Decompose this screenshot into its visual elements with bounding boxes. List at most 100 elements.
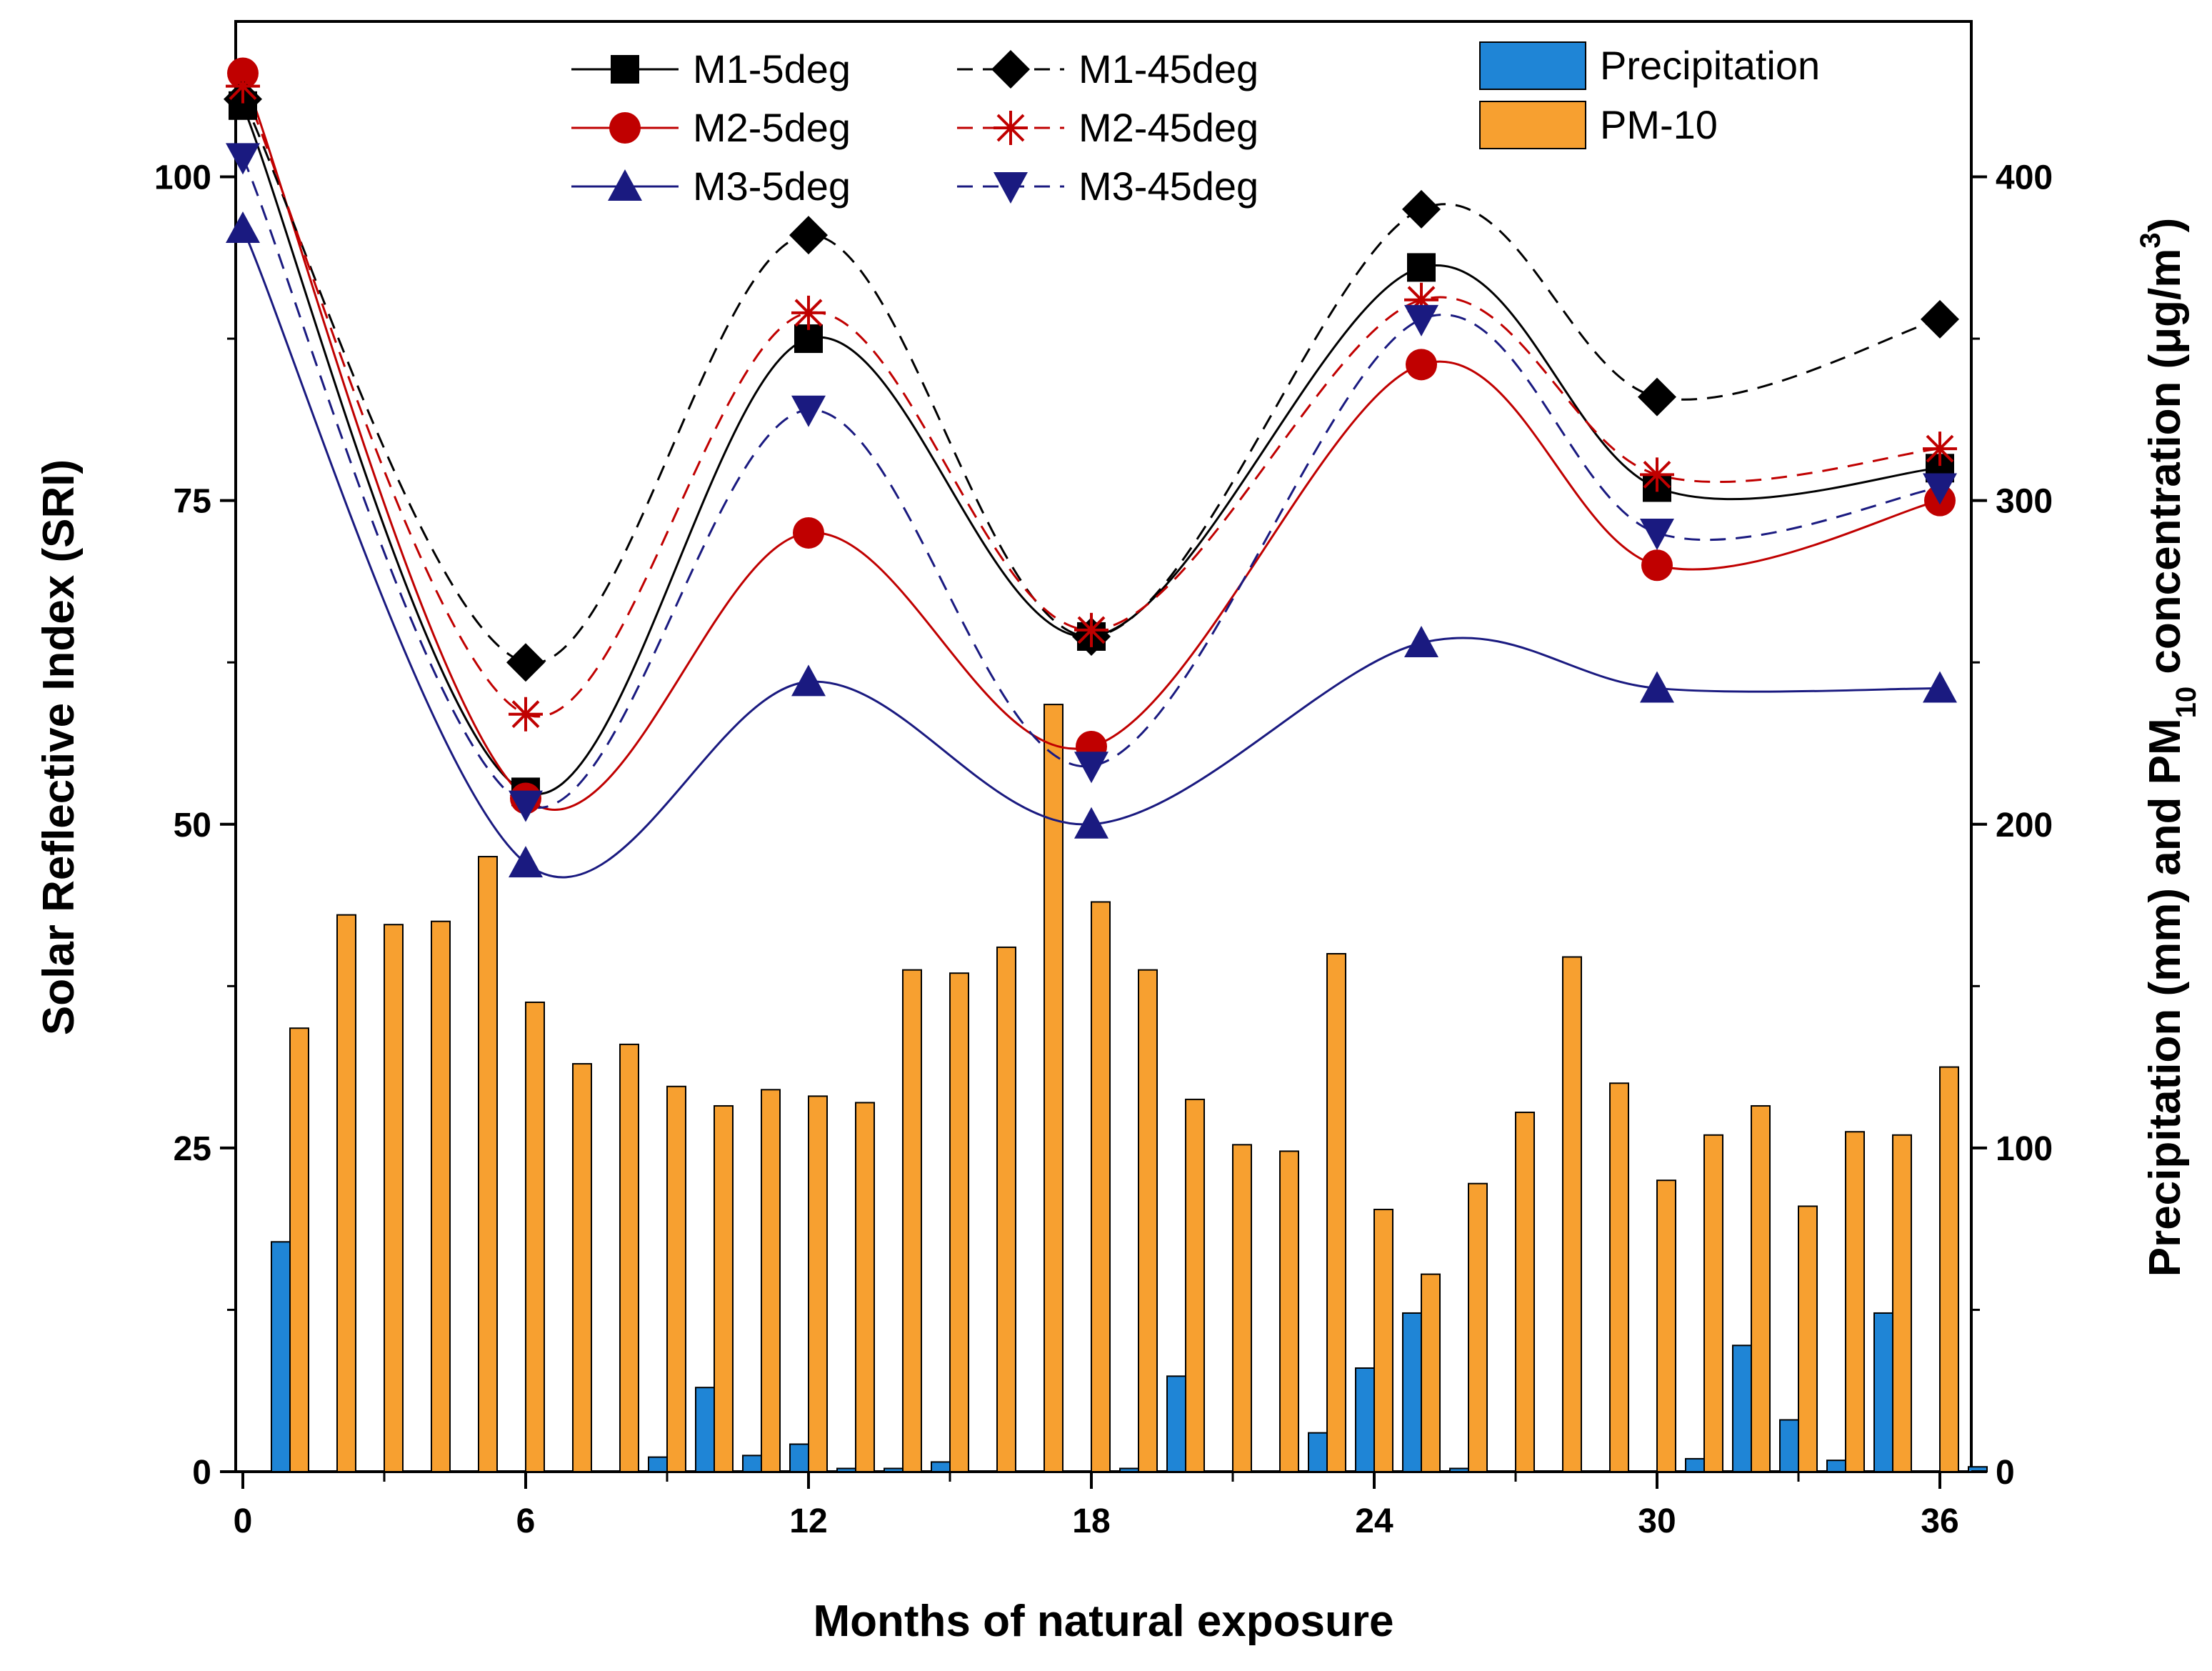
point-m1-45deg-month-30: [1638, 377, 1676, 416]
bar-pm10-month-27: [1515, 1112, 1535, 1472]
series-line-m2-5deg: [241, 72, 1941, 811]
point-m2-5deg-month-12: [793, 517, 824, 549]
series-line-m2-45deg: [241, 86, 1941, 718]
bar-pm10-month-24: [1373, 1208, 1393, 1472]
bar-pm10-month-14: [902, 969, 922, 1472]
y-left-tick-label-25: 25: [174, 1130, 211, 1168]
point-m1-45deg-month-6: [506, 643, 545, 682]
bar-pm10-month-33: [1798, 1205, 1818, 1472]
point-m3-45deg-month-36: [1923, 473, 1957, 505]
bar-pm10-month-20: [1185, 1098, 1205, 1472]
y-axis-right-title: Precipitation (mm) and PM10 concentratio…: [2135, 218, 2202, 1277]
bar-pm10-month-22: [1279, 1150, 1299, 1472]
bar-precipitation-month-14: [884, 1467, 904, 1472]
bar-pm10-month-30: [1656, 1179, 1676, 1472]
point-m3-5deg-month-30: [1640, 671, 1674, 703]
y-axis-left-title: Solar Reflective Index (SRI): [34, 459, 84, 1035]
y-axis-right-title-sub: 10: [2171, 687, 2202, 719]
series-line-m3-5deg: [241, 228, 1941, 879]
legend-marker-m1-45deg: [991, 50, 1030, 89]
bar-precipitation-month-1: [271, 1241, 291, 1472]
bar-pm10-month-18: [1091, 901, 1111, 1472]
point-m2-45deg-month-25: [1404, 282, 1438, 317]
bar-pm10-month-9: [666, 1085, 686, 1472]
bar-pm10-month-31: [1703, 1134, 1723, 1472]
legend-marker-m1-5deg: [611, 55, 639, 84]
legend-label-m2-5deg: M2-5deg: [693, 105, 851, 150]
legend-label-m1-5deg: M1-5deg: [693, 46, 851, 91]
y-axis-right-title-part3: ): [2141, 218, 2190, 233]
point-m1-5deg-month-25: [1407, 253, 1436, 282]
bar-layer: [271, 704, 1988, 1472]
point-m1-45deg-month-36: [1921, 299, 1959, 339]
point-m1-45deg-month-12: [789, 216, 828, 255]
point-m2-45deg-month-30: [1640, 457, 1674, 492]
legend-swatch-pm-10: [1479, 101, 1586, 149]
bar-pm10-month-25: [1421, 1273, 1441, 1472]
y-axis-right-title-sup: 3: [2135, 232, 2166, 248]
legend-marker-m2-5deg: [609, 112, 641, 144]
legend-marker-m2-45deg: [994, 111, 1028, 145]
bar-pm10-month-17: [1044, 704, 1064, 1472]
bar-precipitation-month-26: [1449, 1467, 1469, 1472]
point-m3-5deg-month-36: [1923, 671, 1957, 703]
x-tick-label-24: 24: [1355, 1502, 1393, 1540]
y-right-tick-label-300: 300: [1996, 483, 2053, 521]
bar-precipitation-month-35: [1873, 1312, 1893, 1472]
bar-precipitation-month-31: [1685, 1457, 1705, 1472]
x-tick-label-30: 30: [1638, 1502, 1676, 1540]
legend-label-m1-45deg: M1-45deg: [1079, 46, 1258, 91]
bar-precipitation-month-32: [1732, 1345, 1752, 1472]
bar-precipitation-month-19: [1119, 1467, 1139, 1472]
legend-marker-m3-5deg: [608, 169, 642, 201]
bar-precipitation-month-12: [789, 1443, 809, 1472]
x-tick-label-18: 18: [1072, 1502, 1110, 1540]
point-m3-45deg-month-18: [1074, 752, 1108, 784]
bar-pm10-month-23: [1326, 953, 1346, 1472]
bar-precipitation-month-34: [1826, 1460, 1846, 1472]
point-m2-45deg-month-36: [1923, 432, 1957, 467]
legend: M1-5deg M2-5deg M3-5deg M1-45deg M2-45deg M3-…: [571, 41, 1820, 209]
y-right-tick-label-400: 400: [1996, 159, 2053, 197]
legend-marker-m3-45deg: [994, 172, 1028, 204]
bar-precipitation-month-10: [695, 1387, 715, 1472]
bar-pm10-month-10: [714, 1104, 734, 1472]
x-tick-label-0: 0: [234, 1502, 253, 1540]
point-m2-45deg-month-6: [509, 697, 543, 732]
legend-label-m3-5deg: M3-5deg: [693, 164, 851, 209]
y-left-tick-label-75: 75: [174, 483, 211, 521]
y-right-tick-label-0: 0: [1996, 1454, 2015, 1492]
bar-precipitation-month-23: [1308, 1432, 1328, 1472]
y-axis-right-title-part1: Precipitation (mm) and PM: [2141, 718, 2190, 1277]
bar-pm10-month-21: [1232, 1144, 1252, 1472]
y-left-tick-label-50: 50: [174, 807, 211, 844]
y-left-tick-label-100: 100: [154, 159, 211, 197]
point-m2-45deg-month-18: [1074, 612, 1108, 647]
point-m3-5deg-month-18: [1074, 807, 1108, 839]
line-layer: [224, 57, 1959, 879]
legend-label-m2-45deg: M2-45deg: [1079, 105, 1258, 150]
bar-precipitation-month-13: [836, 1467, 856, 1472]
bar-pm10-month-26: [1468, 1182, 1488, 1472]
bar-pm10-month-16: [996, 946, 1016, 1472]
y-axis-right-title-part2: concentration (μg/m: [2141, 249, 2190, 687]
bar-pm10-month-35: [1892, 1134, 1912, 1472]
x-tick-label-12: 12: [789, 1502, 827, 1540]
bar-pm10-month-29: [1609, 1082, 1629, 1472]
bar-pm10-month-11: [761, 1089, 781, 1472]
point-m1-45deg-month-25: [1402, 189, 1441, 229]
point-m3-5deg-month-0: [226, 211, 260, 243]
x-axis-title: Months of natural exposure: [814, 1597, 1394, 1646]
bar-pm10-month-32: [1751, 1104, 1771, 1472]
bar-pm10-month-6: [525, 1001, 545, 1472]
point-m3-45deg-month-12: [791, 395, 826, 427]
bar-precipitation-month-11: [742, 1455, 762, 1472]
point-m2-45deg-month-0: [226, 69, 260, 104]
bar-pm10-month-13: [855, 1102, 875, 1472]
point-m3-5deg-month-25: [1404, 626, 1438, 657]
point-m2-45deg-month-12: [791, 295, 826, 330]
point-m2-5deg-month-30: [1641, 549, 1673, 582]
legend-swatch-precipitation: [1479, 41, 1586, 90]
axes-layer: 0 6 12 18 24 30 36 0 25 50 75 100 0 100 200 300 400: [154, 159, 2053, 1541]
